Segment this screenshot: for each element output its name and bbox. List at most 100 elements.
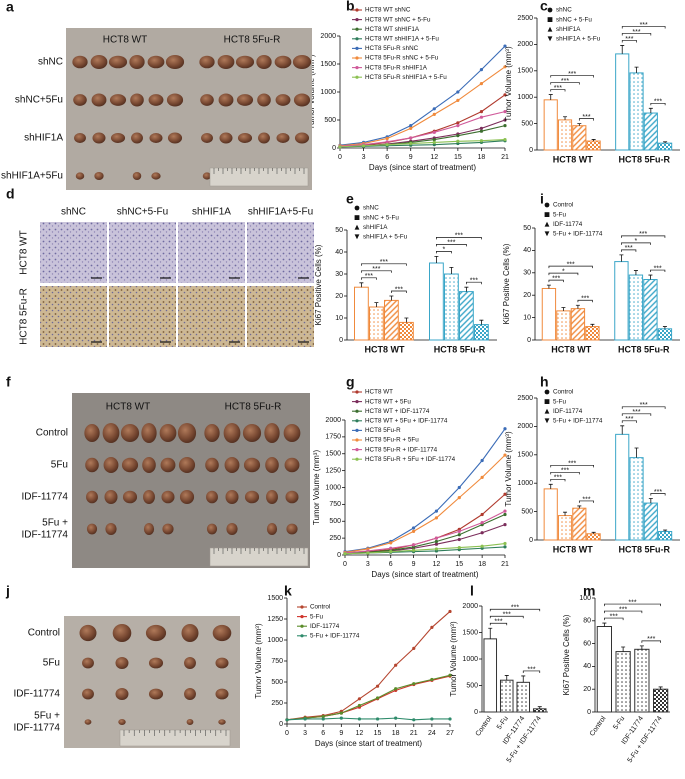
- legend-dot: [355, 18, 359, 22]
- legend-marker: [544, 389, 550, 395]
- panel-letter: l: [470, 583, 474, 599]
- data-point: [434, 536, 439, 540]
- legend-dot: [355, 390, 359, 394]
- x-tick-label: 6: [389, 561, 393, 568]
- significance-bracket: [641, 640, 661, 643]
- legend-marker: [544, 231, 550, 237]
- legend-marker: [544, 418, 550, 424]
- column-title: HCT8 5Fu-R: [224, 35, 281, 46]
- significance-bracket: [548, 279, 564, 283]
- tumor: [148, 688, 164, 700]
- tumor: [75, 172, 85, 180]
- tumor: [225, 490, 239, 504]
- data-point: [432, 112, 436, 116]
- row-label: IDF-11774: [13, 723, 60, 734]
- y-tick-label: 500: [521, 120, 533, 127]
- legend-marker: [547, 7, 553, 13]
- error-bar: [577, 505, 582, 509]
- tumor: [215, 688, 229, 700]
- tumor: [242, 424, 262, 442]
- error-bar: [620, 425, 625, 435]
- y-tick-label: 250: [271, 700, 283, 707]
- significance-bracket: [550, 478, 566, 482]
- data-point: [389, 550, 393, 554]
- data-point: [409, 141, 413, 146]
- legend-dot: [355, 8, 359, 12]
- tumor: [165, 55, 185, 69]
- significance-bracket: [621, 235, 666, 238]
- tumor: [141, 423, 157, 443]
- error-bar: [662, 326, 667, 329]
- tumor: [103, 457, 119, 473]
- tumor: [243, 457, 261, 473]
- significance-label: ***: [552, 275, 560, 282]
- legend-dot: [355, 409, 359, 413]
- data-point: [430, 717, 434, 721]
- tumor: [199, 55, 215, 69]
- bar: [543, 488, 558, 541]
- significance-label: ***: [380, 259, 388, 266]
- data-point: [480, 512, 484, 517]
- data-point: [503, 124, 507, 128]
- x-tick-label: 9: [339, 730, 343, 737]
- data-point: [409, 126, 413, 130]
- ihc-image: [40, 286, 107, 347]
- panel-letter: b: [346, 0, 355, 14]
- significance-bracket: [550, 89, 566, 92]
- x-tick-label: 3: [303, 730, 307, 737]
- ihc-image: [109, 222, 176, 283]
- data-point: [357, 703, 362, 708]
- y-tick-label: 0: [527, 337, 531, 344]
- legend-label: IDF-11774: [553, 221, 583, 228]
- significance-label: ***: [567, 261, 575, 268]
- tumor: [224, 457, 240, 473]
- bar: [658, 142, 673, 151]
- data-point: [479, 68, 484, 72]
- bar: [634, 648, 650, 713]
- tumor: [294, 132, 310, 144]
- error-bar: [648, 498, 653, 504]
- data-point: [456, 141, 460, 146]
- data-point: [366, 551, 370, 555]
- data-point: [456, 90, 460, 94]
- series-line: [339, 45, 506, 146]
- y-tick-label: 0: [279, 721, 283, 728]
- y-tick-label: 60: [583, 640, 591, 647]
- tumor: [256, 55, 272, 69]
- significance-bracket: [577, 299, 593, 303]
- tumor: [115, 657, 129, 669]
- series-line: [339, 94, 506, 147]
- tumor: [184, 688, 196, 700]
- significance-label: *: [562, 268, 565, 275]
- y-tick-label: 750: [271, 658, 283, 665]
- significance-label: ***: [625, 36, 633, 43]
- series-line: [344, 513, 506, 554]
- legend-label: 5-Fu: [553, 211, 566, 218]
- legend-label: HCT8 WT + IDF-11774: [365, 408, 430, 415]
- error-bar: [602, 622, 607, 627]
- tumor: [178, 457, 196, 473]
- tumor: [73, 94, 87, 106]
- category-label: HCT8 WT: [553, 544, 593, 554]
- significance-bracket: [548, 265, 593, 269]
- y-tick-label: 1000: [517, 94, 533, 101]
- x-tick-label: 0: [285, 730, 289, 737]
- bar: [615, 53, 630, 151]
- significance-bracket: [361, 277, 377, 280]
- legend-label: 5-Fu: [553, 398, 566, 405]
- tumor: [74, 133, 86, 143]
- tumor: [160, 457, 176, 473]
- significance-bracket: [650, 269, 666, 273]
- data-point: [456, 124, 460, 128]
- data-point: [448, 609, 452, 614]
- category-label: HCT8 5Fu-R: [434, 344, 486, 354]
- x-tick-label: 18: [392, 730, 400, 737]
- data-point: [456, 139, 460, 143]
- data-point: [457, 485, 461, 490]
- y-tick-label: 1500: [517, 452, 533, 459]
- x-tick-label: 21: [410, 730, 418, 737]
- y-tick-label: 500: [324, 117, 336, 124]
- error-bar: [561, 307, 566, 311]
- series-line: [286, 611, 451, 721]
- panel-letter: i: [540, 191, 544, 207]
